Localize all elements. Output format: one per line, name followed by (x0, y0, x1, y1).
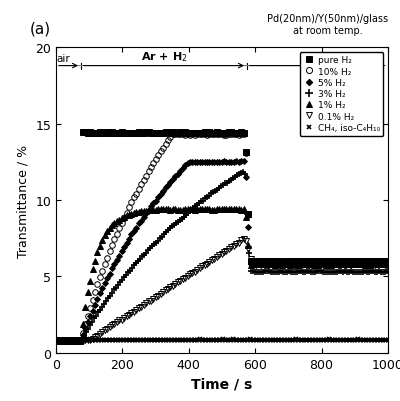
X-axis label: Time / s: Time / s (191, 376, 253, 390)
Text: Pd(20nm)/Y(50nm)/glass
at room temp.: Pd(20nm)/Y(50nm)/glass at room temp. (267, 14, 388, 36)
Legend: pure H₂, 10% H₂, 5% H₂, 3% H₂, 1% H₂, 0.1% H₂, CH₄, iso-C₄H₁₀: pure H₂, 10% H₂, 5% H₂, 3% H₂, 1% H₂, 0.… (300, 53, 384, 136)
Text: (a): (a) (30, 21, 50, 36)
Text: air: air (310, 54, 325, 64)
Y-axis label: Transmittance / %: Transmittance / % (17, 144, 30, 257)
Text: air: air (57, 54, 70, 64)
Text: Ar + H$_2$: Ar + H$_2$ (140, 51, 187, 64)
